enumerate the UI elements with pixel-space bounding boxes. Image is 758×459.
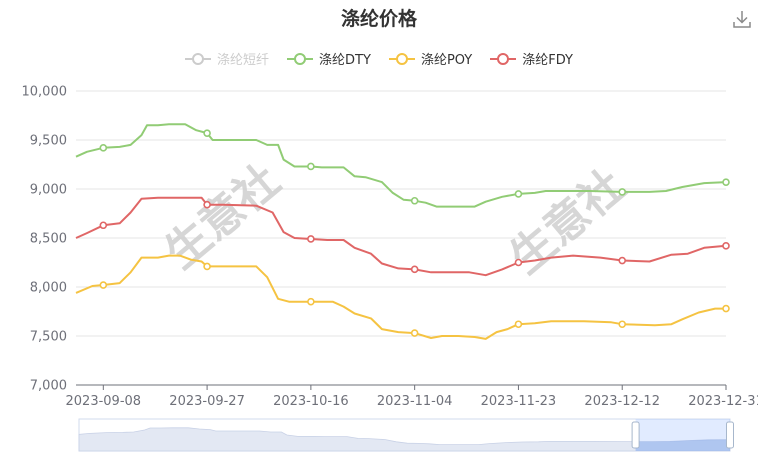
data-point [618, 320, 627, 329]
series-line [75, 123, 727, 208]
data-point [410, 265, 419, 274]
data-point [722, 304, 730, 313]
data-point [410, 196, 419, 205]
series-涤纶FDY [75, 196, 730, 277]
legend: 涤纶短纤 涤纶DTY 涤纶POY 涤纶FDY [0, 49, 758, 68]
data-point [722, 242, 730, 250]
y-tick-label: 9,000 [30, 183, 67, 198]
x-tick-label: 2023-12-12 [584, 394, 660, 409]
data-point [203, 262, 211, 271]
data-point [514, 320, 523, 329]
legend-line-icon [490, 52, 517, 65]
data-point [203, 129, 211, 137]
data-zoom [78, 418, 734, 452]
y-tick-label: 7,500 [30, 330, 67, 345]
x-tick-label: 2023-12-31 [688, 394, 758, 409]
series-涤纶POY [75, 254, 730, 340]
data-point [307, 297, 315, 306]
y-tick-label: 9,500 [30, 134, 67, 149]
legend-item-1[interactable]: 涤纶DTY [287, 49, 371, 68]
y-tick-label: 8,500 [30, 232, 67, 247]
data-point [307, 162, 315, 171]
data-point [410, 329, 419, 337]
series-line [75, 254, 726, 340]
legend-label: 涤纶FDY [522, 53, 573, 68]
x-tick-label: 2023-11-23 [481, 394, 557, 409]
download-icon [733, 11, 751, 28]
legend-label: 涤纶短纤 [217, 53, 270, 68]
zoom-window [635, 419, 730, 451]
legend-line-icon [185, 52, 212, 65]
zoom-preview [78, 427, 731, 452]
zoom-handle[interactable] [631, 421, 640, 449]
legend-item-3[interactable]: 涤纶FDY [490, 49, 573, 68]
data-point [307, 235, 315, 243]
zoom-window-preview [635, 439, 730, 451]
download-button[interactable] [731, 8, 753, 30]
series-line [75, 196, 727, 277]
legend-line-icon [388, 52, 415, 65]
x-tick-label: 2023-11-04 [377, 394, 453, 409]
chart-title: 涤纶价格 [340, 8, 417, 30]
data-point [99, 281, 108, 289]
data-point [722, 178, 730, 186]
data-point [99, 221, 108, 230]
data-point [514, 190, 523, 198]
y-tick-label: 7,000 [30, 379, 67, 394]
x-tick-label: 2023-10-16 [273, 394, 349, 409]
legend-item-2[interactable]: 涤纶POY [388, 49, 473, 68]
legend-line-icon [287, 52, 314, 65]
series-涤纶DTY [75, 123, 730, 208]
watermark: 生意社 [156, 155, 290, 279]
zoom-handle[interactable] [726, 421, 734, 449]
legend-label: 涤纶POY [420, 53, 473, 68]
data-point [618, 188, 627, 196]
data-point [618, 256, 627, 265]
data-point [99, 144, 108, 152]
y-tick-label: 8,000 [30, 281, 67, 296]
data-point [203, 200, 211, 209]
x-tick-label: 2023-09-08 [66, 394, 142, 409]
legend-item-0[interactable]: 涤纶短纤 [185, 49, 269, 68]
y-tick-label: 10,000 [22, 85, 68, 100]
data-point [514, 258, 523, 267]
legend-label: 涤纶DTY [319, 53, 371, 68]
x-tick-label: 2023-09-27 [169, 394, 245, 409]
